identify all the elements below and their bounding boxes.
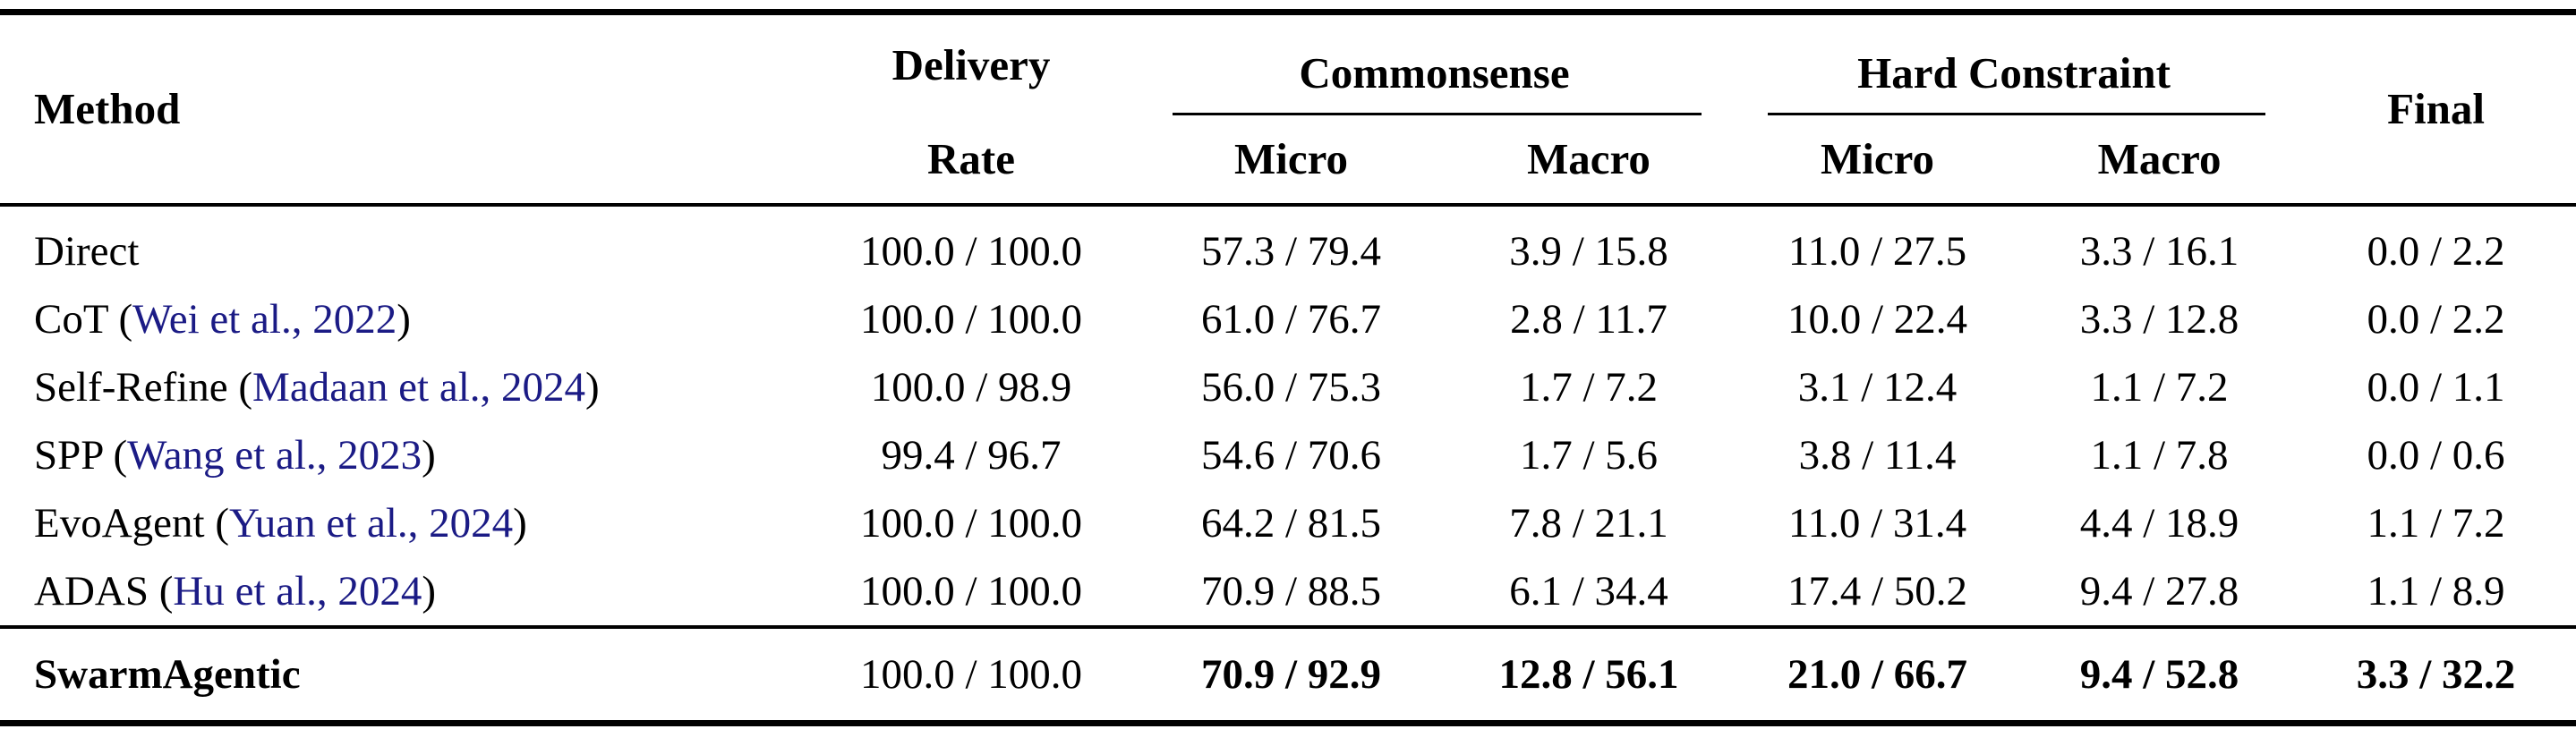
column-group-hard-constraint: Hard Constraint bbox=[1732, 13, 2296, 115]
commonsense-micro-cell: 64.2 / 81.5 bbox=[1200, 499, 1382, 547]
hard-constraint-macro-cell: 9.4 / 27.8 bbox=[2079, 567, 2239, 615]
commonsense-micro-cell: 54.6 / 70.6 bbox=[1200, 431, 1382, 479]
table-row-adas: ADAS (Hu et al., 2024) 100.0 / 100.0 70.… bbox=[0, 557, 2576, 627]
citation-paren-close: ) bbox=[422, 567, 437, 615]
citation-paren-open: ( bbox=[102, 431, 128, 479]
method-cell: Self-Refine (Madaan et al., 2024) bbox=[0, 353, 806, 421]
hard-constraint-micro-cell: 11.0 / 31.4 bbox=[1787, 499, 1967, 547]
table-row-self-refine: Self-Refine (Madaan et al., 2024) 100.0 … bbox=[0, 353, 2576, 421]
hard-constraint-macro-cell: 9.4 / 52.8 bbox=[2079, 650, 2239, 698]
column-header-method: Method bbox=[34, 83, 181, 133]
method-name: SPP bbox=[34, 431, 103, 479]
hard-constraint-group-rule bbox=[1768, 113, 2266, 115]
table-row-evoagent: EvoAgent (Yuan et al., 2024) 100.0 / 100… bbox=[0, 489, 2576, 557]
method-cell: EvoAgent (Yuan et al., 2024) bbox=[0, 489, 806, 557]
citation-link[interactable]: Madaan et al., 2024 bbox=[252, 363, 586, 411]
hard-constraint-macro-cell: 3.3 / 12.8 bbox=[2079, 295, 2239, 343]
table-footer: SwarmAgentic 100.0 / 100.0 70.9 / 92.9 1… bbox=[0, 627, 2576, 724]
method-name: Direct bbox=[34, 227, 140, 275]
method-name: EvoAgent bbox=[34, 499, 205, 547]
results-table: Method Delivery Commonsense Hard Constra… bbox=[0, 9, 2576, 726]
commonsense-group-label: Commonsense bbox=[1299, 47, 1570, 97]
citation-paren-open: ( bbox=[107, 295, 133, 343]
hard-constraint-micro-cell: 11.0 / 27.5 bbox=[1787, 227, 1967, 275]
commonsense-group-rule bbox=[1173, 113, 1702, 115]
citation-paren-open: ( bbox=[148, 567, 174, 615]
final-cell: 0.0 / 2.2 bbox=[2367, 295, 2505, 343]
commonsense-macro-cell: 1.7 / 5.6 bbox=[1519, 431, 1659, 479]
commonsense-macro-cell: 6.1 / 34.4 bbox=[1509, 567, 1668, 615]
delivery-rate-cell: 100.0 / 100.0 bbox=[859, 567, 1083, 615]
table-row-spp: SPP (Wang et al., 2023) 99.4 / 96.7 54.6… bbox=[0, 421, 2576, 489]
commonsense-macro-cell: 7.8 / 21.1 bbox=[1509, 499, 1668, 547]
table-row-direct: Direct 100.0 / 100.0 57.3 / 79.4 3.9 / 1… bbox=[0, 205, 2576, 285]
method-cell: SPP (Wang et al., 2023) bbox=[0, 421, 806, 489]
hard-constraint-macro-cell: 4.4 / 18.9 bbox=[2079, 499, 2239, 547]
hard-constraint-macro-cell: 1.1 / 7.2 bbox=[2090, 363, 2229, 411]
table-row-cot: CoT (Wei et al., 2022) 100.0 / 100.0 61.… bbox=[0, 285, 2576, 353]
commonsense-micro-cell: 57.3 / 79.4 bbox=[1200, 227, 1382, 275]
column-group-commonsense: Commonsense bbox=[1137, 13, 1732, 115]
hard-constraint-micro-cell: 17.4 / 50.2 bbox=[1787, 567, 1968, 615]
table-body: Direct 100.0 / 100.0 57.3 / 79.4 3.9 / 1… bbox=[0, 205, 2576, 627]
column-header-final: Final bbox=[2387, 83, 2485, 133]
delivery-rate-cell: 100.0 / 100.0 bbox=[859, 295, 1083, 343]
commonsense-macro-cell: 1.7 / 7.2 bbox=[1519, 363, 1659, 411]
hard-constraint-group-label: Hard Constraint bbox=[1857, 47, 2171, 97]
citation-link[interactable]: Hu et al., 2024 bbox=[173, 567, 422, 615]
delivery-rate-cell: 100.0 / 100.0 bbox=[859, 650, 1083, 698]
delivery-rate-cell: 99.4 / 96.7 bbox=[881, 431, 1062, 479]
header-row-sub: Rate Micro Macro Micro Macro bbox=[0, 115, 2576, 205]
column-header-rate: Rate bbox=[927, 133, 1015, 183]
commonsense-macro-cell: 2.8 / 11.7 bbox=[1510, 295, 1668, 343]
citation-link[interactable]: Yuan et al., 2024 bbox=[228, 499, 514, 547]
final-cell: 0.0 / 1.1 bbox=[2367, 363, 2505, 411]
citation-paren-open: ( bbox=[227, 363, 253, 411]
column-header-cs-macro: Macro bbox=[1527, 133, 1651, 183]
final-cell: 3.3 / 32.2 bbox=[2356, 650, 2516, 698]
column-header-hc-macro: Macro bbox=[2097, 133, 2222, 183]
citation-paren-open: ( bbox=[204, 499, 229, 547]
hard-constraint-micro-cell: 3.8 / 11.4 bbox=[1798, 431, 1957, 479]
table-row-swarmagentic: SwarmAgentic 100.0 / 100.0 70.9 / 92.9 1… bbox=[0, 627, 2576, 724]
final-cell: 1.1 / 7.2 bbox=[2367, 499, 2505, 547]
method-cell: Direct bbox=[0, 205, 806, 285]
commonsense-macro-cell: 3.9 / 15.8 bbox=[1509, 227, 1668, 275]
column-header-hc-micro: Micro bbox=[1821, 133, 1934, 183]
method-name: ADAS bbox=[34, 567, 149, 615]
final-cell: 0.0 / 2.2 bbox=[2367, 227, 2505, 275]
hard-constraint-macro-cell: 1.1 / 7.8 bbox=[2090, 431, 2229, 479]
method-name: CoT bbox=[34, 295, 108, 343]
final-cell: 0.0 / 0.6 bbox=[2367, 431, 2505, 479]
delivery-rate-cell: 100.0 / 98.9 bbox=[870, 363, 1072, 411]
citation-link[interactable]: Wang et al., 2023 bbox=[127, 431, 422, 479]
citation-paren-close: ) bbox=[422, 431, 436, 479]
commonsense-micro-cell: 70.9 / 92.9 bbox=[1200, 650, 1382, 698]
citation-paren-close: ) bbox=[513, 499, 527, 547]
citation-link[interactable]: Wei et al., 2022 bbox=[132, 295, 397, 343]
citation-paren-close: ) bbox=[585, 363, 600, 411]
column-header-cs-micro: Micro bbox=[1234, 133, 1348, 183]
hard-constraint-micro-cell: 21.0 / 66.7 bbox=[1787, 650, 1968, 698]
column-header-delivery: Delivery bbox=[891, 39, 1051, 89]
method-cell: ADAS (Hu et al., 2024) bbox=[0, 557, 806, 627]
method-cell: CoT (Wei et al., 2022) bbox=[0, 285, 806, 353]
delivery-rate-cell: 100.0 / 100.0 bbox=[859, 499, 1083, 547]
hard-constraint-micro-cell: 10.0 / 22.4 bbox=[1787, 295, 1968, 343]
final-cell: 1.1 / 8.9 bbox=[2367, 567, 2505, 615]
delivery-rate-cell: 100.0 / 100.0 bbox=[859, 227, 1083, 275]
commonsense-micro-cell: 56.0 / 75.3 bbox=[1200, 363, 1382, 411]
method-cell: SwarmAgentic bbox=[34, 650, 301, 698]
hard-constraint-micro-cell: 3.1 / 12.4 bbox=[1797, 363, 1958, 411]
commonsense-micro-cell: 70.9 / 88.5 bbox=[1200, 567, 1382, 615]
commonsense-micro-cell: 61.0 / 76.7 bbox=[1200, 295, 1382, 343]
hard-constraint-macro-cell: 3.3 / 16.1 bbox=[2079, 227, 2239, 275]
method-name: Self-Refine bbox=[34, 363, 228, 411]
citation-paren-close: ) bbox=[397, 295, 411, 343]
commonsense-macro-cell: 12.8 / 56.1 bbox=[1498, 650, 1679, 698]
header-row-top: Method Delivery Commonsense Hard Constra… bbox=[0, 13, 2576, 133]
table-header: Method Delivery Commonsense Hard Constra… bbox=[0, 13, 2576, 205]
